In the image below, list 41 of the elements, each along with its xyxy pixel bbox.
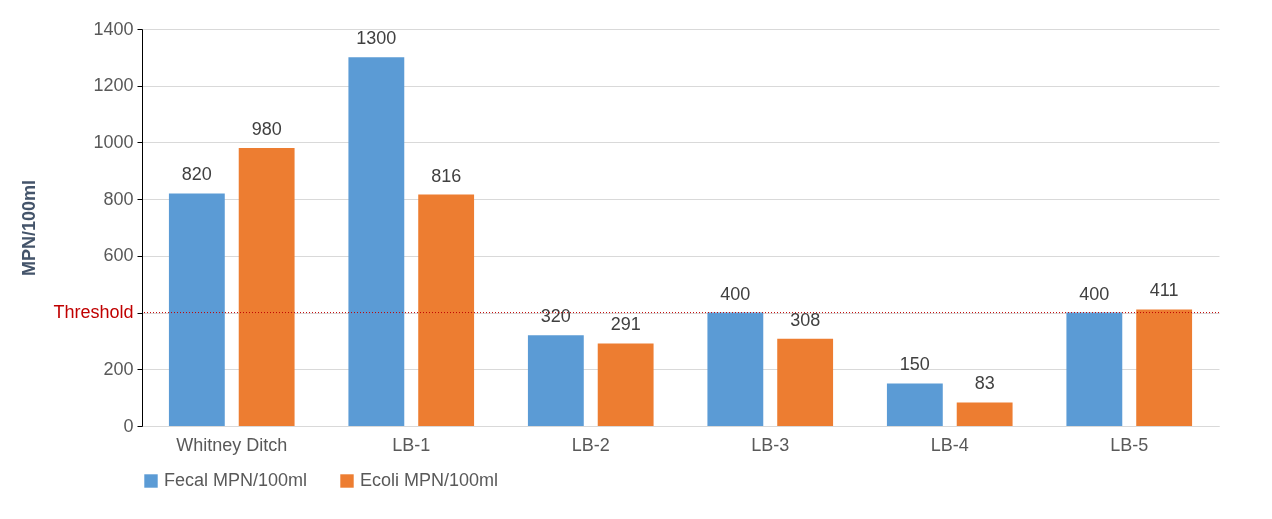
bar bbox=[707, 312, 764, 426]
data-label: 83 bbox=[974, 373, 995, 394]
bar bbox=[238, 148, 295, 426]
bar bbox=[348, 57, 405, 426]
bar bbox=[1136, 309, 1193, 426]
data-label: 291 bbox=[610, 314, 641, 335]
data-label: 320 bbox=[540, 306, 571, 327]
bar bbox=[777, 338, 834, 426]
y-tick-label: 600 bbox=[103, 245, 134, 266]
bar bbox=[527, 335, 584, 426]
bar bbox=[418, 194, 475, 426]
bar bbox=[956, 402, 1013, 426]
bar bbox=[168, 193, 225, 426]
x-tick-label: LB-5 bbox=[1110, 434, 1149, 455]
y-tick-label: 0 bbox=[123, 415, 134, 436]
data-label: 308 bbox=[790, 309, 821, 330]
data-label: 411 bbox=[1149, 280, 1179, 301]
x-tick-label: LB-1 bbox=[392, 434, 431, 455]
x-tick-label: LB-4 bbox=[930, 434, 969, 455]
y-tick-label: 200 bbox=[103, 358, 134, 379]
x-tick-label: LB-2 bbox=[571, 434, 610, 455]
y-tick-label: Threshold bbox=[53, 302, 134, 323]
data-label: 400 bbox=[720, 283, 751, 304]
y-tick-label: 1200 bbox=[93, 75, 134, 96]
data-label: 400 bbox=[1079, 283, 1110, 304]
data-label: 150 bbox=[899, 354, 930, 375]
y-tick-label: 1000 bbox=[93, 131, 134, 152]
bar bbox=[1066, 312, 1123, 426]
bar bbox=[597, 343, 654, 426]
y-tick-label: 1400 bbox=[93, 18, 134, 39]
y-tick-label: 800 bbox=[103, 188, 134, 209]
data-label: 816 bbox=[431, 165, 462, 186]
x-tick-label: Whitney Ditch bbox=[176, 434, 288, 455]
legend-label: Fecal MPN/100ml bbox=[164, 470, 308, 490]
bar bbox=[886, 383, 943, 426]
legend-label: Ecoli MPN/100ml bbox=[360, 470, 499, 490]
data-label: 820 bbox=[181, 164, 212, 185]
y-axis-title: MPN/100ml bbox=[19, 179, 40, 277]
data-label: 980 bbox=[251, 119, 282, 140]
x-tick-label: LB-3 bbox=[751, 434, 790, 455]
data-label: 1300 bbox=[356, 28, 397, 49]
